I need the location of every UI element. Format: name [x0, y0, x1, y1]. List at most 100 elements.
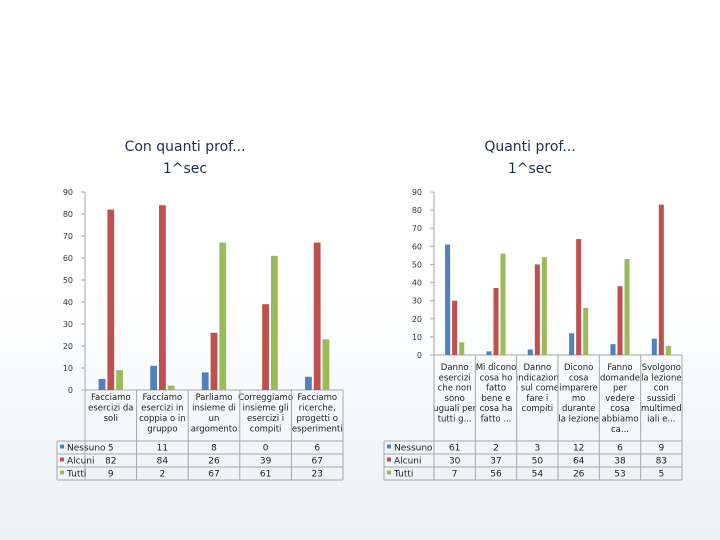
right-chart-y-tick-label: 60	[412, 242, 422, 251]
right-chart-y-tick-label: 30	[412, 297, 422, 306]
left-chart-data-label: 61	[260, 470, 271, 480]
right-chart-y-tick-label: 0	[417, 351, 422, 360]
left-chart-data-label: 6	[314, 444, 320, 454]
left-chart-legend-key-alcuni	[60, 457, 64, 462]
left-chart-category-label: Facciamo esercizi in coppia o in gruppo	[139, 393, 186, 435]
chart-title-left: Con quanti prof... 1^sec	[124, 139, 246, 177]
left-chart-data-label: 67	[311, 457, 322, 467]
right-chart-legend-label: Nessuno	[394, 444, 433, 454]
right-chart-data-label: 5	[658, 470, 664, 480]
left-chart-legend-label: Alcuni	[67, 457, 95, 467]
left-chart-bar-nessuno	[98, 379, 106, 390]
left-chart-bar-tutti	[322, 339, 330, 390]
left-chart-bar-nessuno	[305, 376, 312, 390]
right-chart-data-label: 26	[573, 470, 585, 480]
left-chart-legend-label: Nessuno	[67, 444, 106, 454]
right-chart-bar-alcuni	[534, 264, 540, 355]
left-chart-bar-tutti	[116, 370, 123, 390]
right-chart-data-label: 6	[617, 444, 623, 454]
left-chart-data-label: 0	[263, 444, 269, 454]
right-chart-data-label: 2	[493, 444, 499, 454]
right-chart-y-tick-label: 10	[412, 333, 422, 342]
left-chart-y-tick-label: 50	[63, 276, 73, 285]
right-chart-data-label: 83	[656, 457, 667, 467]
right-chart-bar-tutti	[459, 342, 465, 355]
left-chart-bar-tutti	[270, 255, 278, 390]
right-chart-category-label: Svolgono la lezione con sussidi multimed iali…	[641, 363, 682, 425]
right-chart-bar-tutti	[500, 253, 506, 355]
left-chart-y-tick-label: 30	[63, 320, 73, 329]
left-chart-data-label: 84	[157, 457, 169, 467]
right-chart-bar-tutti	[541, 257, 547, 355]
right-chart-bar-alcuni	[658, 204, 664, 355]
right-chart-bar-tutti	[665, 345, 671, 355]
left-chart-bar-alcuni	[313, 242, 321, 390]
right-chart-data-label: 7	[452, 470, 458, 480]
right-chart-data-label: 38	[614, 457, 626, 467]
right-chart-category-label: Danno esercizi che non sono uguali per tutti …	[433, 363, 476, 425]
left-chart-data-label: 8	[211, 444, 217, 454]
left-chart-data-label: 82	[105, 457, 116, 467]
right-chart-bar-alcuni	[576, 239, 582, 355]
left-chart-bar-tutti	[167, 385, 175, 390]
left-chart-legend-key-nessuno	[60, 444, 64, 449]
right-chart-bar-alcuni	[617, 286, 623, 355]
left-chart-category-label: Facciamo esercizi da soli	[88, 393, 133, 424]
chart-title-right: Quanti prof... 1^sec	[484, 139, 576, 177]
left-chart-bar-nessuno	[201, 372, 209, 390]
right-chart-data-label: 53	[614, 470, 625, 480]
right-chart-data-label: 30	[449, 457, 461, 467]
right-chart-y-tick-label: 40	[412, 279, 422, 288]
left-chart-y-tick-label: 80	[63, 210, 73, 219]
right-chart-category-label: Danno indicazion i sul come fare i compiti	[516, 363, 559, 414]
right-chart-bar-nessuno	[610, 344, 616, 355]
right-chart-y-tick-label: 50	[412, 260, 422, 269]
left-chart-data-label: 39	[260, 457, 272, 467]
left-chart-y-tick-label: 60	[63, 254, 73, 263]
left-chart-data-label: 11	[157, 444, 168, 454]
right-chart-bar-alcuni	[493, 287, 499, 355]
right-chart-data-label: 12	[573, 444, 584, 454]
right-chart-data-label: 50	[532, 457, 544, 467]
right-chart-data-label: 9	[658, 444, 664, 454]
right-chart-legend-label: Alcuni	[394, 457, 422, 467]
right-chart-y-tick-label: 80	[412, 206, 422, 215]
right-chart-bar-nessuno	[486, 351, 492, 355]
left-chart-y-tick-label: 10	[63, 364, 73, 373]
left-chart-bar-alcuni	[210, 332, 218, 390]
left-chart-legend-key-tutti	[60, 470, 64, 475]
left-chart-bar-alcuni	[107, 209, 115, 390]
left-chart-bar-nessuno	[150, 365, 158, 390]
right-chart-category-label: Dicono cosa imparere mo durante la lezione	[558, 363, 599, 425]
left-chart-bar-alcuni	[159, 205, 166, 390]
left-chart-data-label: 67	[208, 470, 219, 480]
right-chart-data-label: 64	[573, 457, 585, 467]
left-chart-data-label: 5	[108, 444, 114, 454]
left-chart-category-label: Correggiamo insieme gli esercizi i compiti	[238, 393, 293, 435]
left-chart-data-label: 23	[311, 470, 322, 480]
right-chart-legend-key-alcuni	[387, 457, 391, 462]
right-chart-data-label: 56	[490, 470, 502, 480]
right-chart-data-label: 61	[449, 444, 460, 454]
left-chart-data-label: 9	[108, 470, 114, 480]
left-chart-bar-tutti	[219, 242, 227, 390]
left-chart-data-label: 2	[160, 470, 166, 480]
left-chart-y-tick-label: 90	[63, 188, 73, 197]
right-chart-bar-nessuno	[445, 244, 451, 355]
left-chart-bar-alcuni	[262, 304, 269, 390]
right-chart-y-tick-label: 70	[412, 224, 422, 233]
right-chart-data-label: 54	[532, 470, 544, 480]
right-chart-data-label: 3	[534, 444, 540, 454]
right-chart-legend-key-nessuno	[387, 444, 391, 449]
right-chart-category-label: Fanno domande per vedere cosa abbiamo ca...	[600, 363, 640, 435]
left-chart-legend-label: Tutti	[66, 470, 86, 480]
right-chart-legend-key-tutti	[387, 470, 391, 475]
right-chart-data-label: 37	[490, 457, 501, 467]
right-chart-bar-tutti	[583, 307, 589, 355]
right-chart-category-label: Mi dicono cosa ho fatto bene e cosa ha fatto …	[476, 363, 517, 425]
right-chart-bar-nessuno	[569, 333, 575, 355]
right-chart-bar-nessuno	[651, 338, 657, 355]
left-chart-y-tick-label: 0	[68, 386, 73, 395]
